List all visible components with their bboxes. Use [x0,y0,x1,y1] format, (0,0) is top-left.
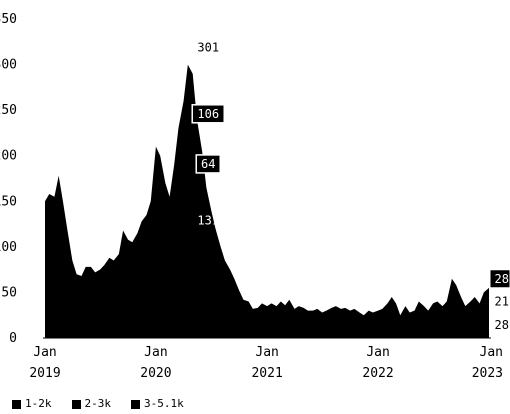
end-label-box [490,316,510,335]
end-value-label: 28 [495,272,509,286]
y-tick-label: 50 [1,285,17,300]
legend-swatch [131,399,140,409]
y-tick-label: 300 [0,58,17,73]
area-total [45,64,489,338]
legend-label: 1-2k [25,397,52,410]
legend-label: 3-5.1k [144,397,184,410]
x-tick-label: 2022 [362,366,393,381]
segment-value-label: 64 [201,157,215,171]
legend-swatch [71,399,81,409]
y-tick-label: 100 [0,240,17,255]
end-value-label: 28 [495,318,509,332]
legend: 1-2k 2-3k 3-5.1k [12,398,184,410]
end-label-box [489,269,510,289]
x-tick-label: 2021 [251,366,282,381]
legend-swatch [12,399,21,409]
area-layer [45,64,489,338]
legend-item-2-3k: 2-3k [71,397,112,410]
peak-total-label: 301 [197,41,219,55]
x-tick-label: Jan [33,345,56,360]
x-tick-label: 2019 [29,366,60,381]
y-axis: 0 50 100 150 200 250 300 350 [0,12,17,346]
segment-value-label: 106 [197,107,219,121]
legend-item-1-2k: 1-2k [12,398,52,410]
legend-item-3-5-1k: 3-5.1k [131,398,184,410]
y-tick-label: 200 [0,149,17,164]
y-tick-label: 0 [9,331,17,346]
y-tick-label: 350 [0,12,17,27]
x-tick-label: Jan [366,345,389,360]
segment-value-label: 131 [197,213,219,227]
y-tick-label: 150 [0,194,17,209]
x-tick-label: Jan [255,345,278,360]
x-tick-label: Jan [144,345,167,360]
end-value-label: 21 [495,295,509,309]
x-tick-label: 2023 [472,366,503,381]
annotation-layer: 301 106 64 131 [191,41,225,227]
end-label-layer: 28 21 28 [489,269,510,335]
x-tick-label: 2020 [140,366,171,381]
x-axis: Jan 2019 Jan 2020 Jan 2021 Jan 2022 Jan 2023 [29,337,503,381]
annotation-box [191,104,225,124]
y-tick-label: 250 [0,103,17,118]
annotation-box [195,154,221,174]
end-label-box [490,292,510,311]
x-tick-label: Jan [480,345,503,360]
legend-label: 2-3k [84,397,112,410]
